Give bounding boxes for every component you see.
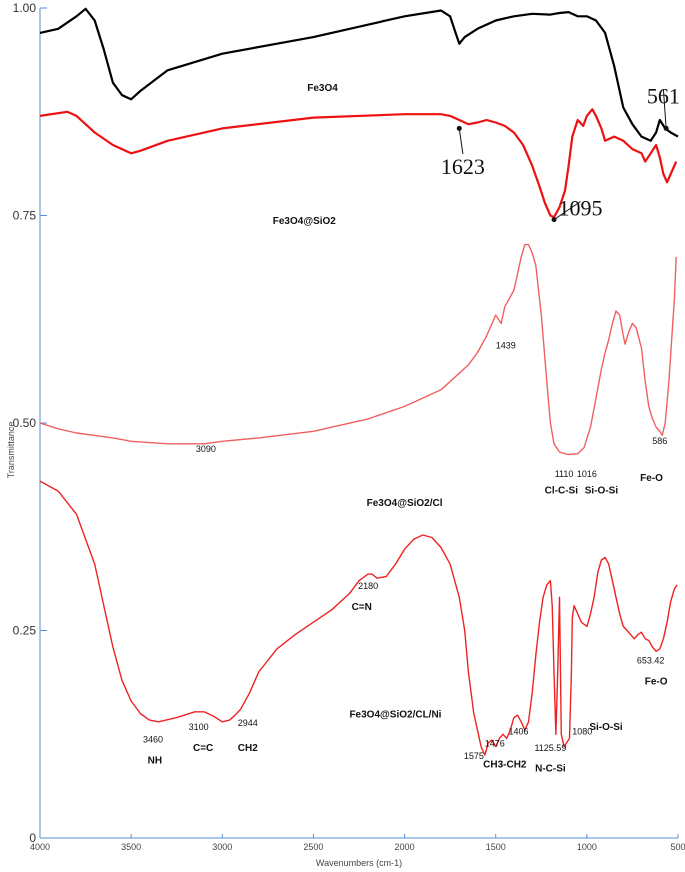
annotation-27: N-C-Si: [535, 764, 566, 775]
x-tick-label: 4000: [30, 842, 50, 852]
annotation-20: 2944: [238, 718, 258, 728]
x-tick-label: 3000: [212, 842, 232, 852]
annotation-7: 1016: [577, 469, 597, 479]
series-line-4: [39, 480, 678, 756]
series-line-3: [39, 243, 677, 456]
annotation-3: 1095: [558, 196, 602, 221]
annotation-19: C=C: [193, 743, 213, 754]
annotation-15: Fe-O: [645, 676, 668, 687]
annotation-21: CH2: [238, 743, 258, 754]
series-line-1: [39, 7, 679, 142]
annotation-24: 1406: [508, 726, 528, 736]
annotation-5: 3090: [196, 444, 216, 454]
series-label-4: Fe3O4@SiO2/CL/Ni: [349, 710, 441, 721]
annotation-23: 1476: [485, 739, 505, 749]
annotation-18: 3100: [189, 722, 209, 732]
x-tick-label: 2000: [395, 842, 415, 852]
x-tick-label: 500: [670, 842, 685, 852]
annotation-arrow-head: [551, 217, 557, 223]
annotation-arrow-head: [663, 125, 669, 131]
annotation-29: Si-O-Si: [589, 722, 623, 733]
x-axis: 4000 3500 3000 2500 2000 1500 1000 500: [30, 834, 685, 852]
y-axis-label: Transmittance: [6, 422, 16, 479]
annotation-10: Si-O-Si: [585, 486, 619, 497]
annotation-12: 2180: [358, 581, 378, 591]
y-tick-label: 1.00: [13, 1, 37, 15]
x-tick-label: 1000: [577, 842, 597, 852]
series-label-2: Fe3O4@SiO2: [273, 216, 337, 227]
series-label-3: Fe3O4@SiO2/Cl: [367, 498, 443, 509]
y-tick-label: 0.25: [13, 624, 37, 638]
annotation-arrow: [458, 128, 464, 155]
annotation-25: CH3-CH2: [483, 759, 527, 770]
x-tick-label: 2500: [303, 842, 323, 852]
y-tick-label: 0.75: [13, 209, 37, 223]
annotation-13: C=N: [352, 602, 372, 613]
annotation-8: 586: [652, 436, 667, 446]
annotation-11: Fe-O: [640, 473, 663, 484]
annotation-2: 1623: [441, 154, 485, 179]
annotation-28: 1080: [572, 726, 592, 736]
annotation-16: 3460: [143, 735, 163, 745]
y-tick-label: 0: [29, 831, 36, 845]
series-group: [39, 7, 679, 756]
y-tick-label: 0.50: [13, 416, 37, 430]
annotation-9: Cl-C-Si: [545, 486, 579, 497]
annotation-6: 1110: [555, 469, 574, 479]
x-tick-label: 3500: [121, 842, 141, 852]
annotation-4: 1439: [496, 340, 516, 350]
series-label-1: Fe3O4: [307, 83, 338, 94]
series-labels: Fe3O4 Fe3O4@SiO2 Fe3O4@SiO2/Cl Fe3O4@SiO2/C…: [273, 83, 443, 721]
annotation-17: NH: [148, 755, 162, 766]
annotation-22: 1575: [464, 751, 484, 761]
annotation-arrow-head: [456, 125, 462, 131]
annotation-26: 1125.59: [534, 743, 566, 753]
series-line-2: [39, 108, 678, 219]
x-tick-label: 1500: [486, 842, 506, 852]
annotation-arrow: [553, 201, 581, 221]
annotation-14: 653.42: [637, 656, 665, 666]
annotation-arrow: [662, 89, 667, 129]
x-axis-label: Wavenumbers (cm-1): [316, 858, 402, 868]
